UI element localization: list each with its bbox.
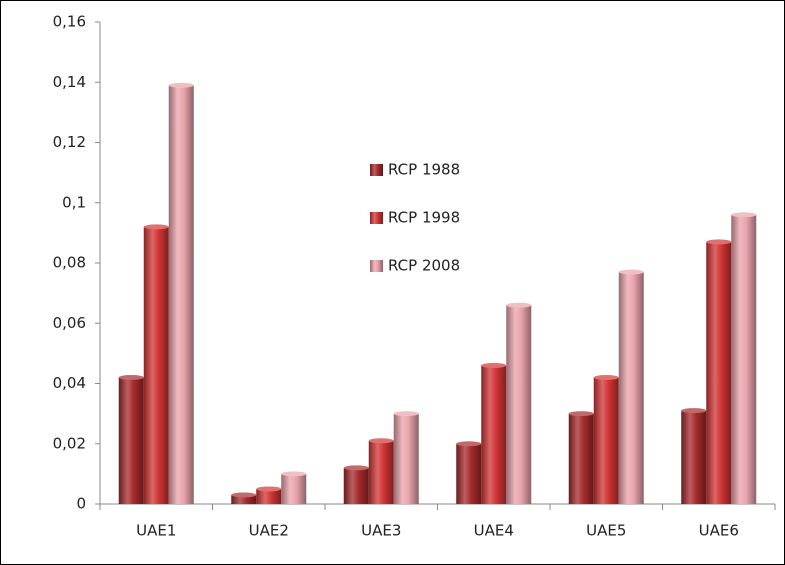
bar-cap: [681, 408, 707, 414]
bar-cap: [506, 302, 532, 308]
y-tick-label: 0,02: [53, 434, 86, 452]
bar: [731, 214, 757, 505]
bar-cap: [281, 471, 307, 477]
legend-label: RCP 2008: [388, 257, 460, 275]
bar-cap: [731, 212, 757, 218]
bar: [456, 443, 482, 504]
bar: [506, 305, 532, 504]
bar: [393, 413, 419, 504]
bar-cap: [343, 465, 369, 471]
bar: [281, 473, 307, 504]
bar: [706, 241, 732, 504]
y-tick-label: 0,06: [53, 314, 86, 332]
bar-cap: [118, 374, 144, 380]
bar: [231, 494, 257, 504]
bar-cap: [143, 224, 169, 230]
y-tick-label: 0,14: [53, 73, 86, 91]
bar-cap: [231, 492, 257, 498]
bar: [681, 410, 707, 504]
bar: [481, 365, 507, 504]
x-tick-label: UAE4: [474, 522, 514, 540]
bar-cap: [256, 486, 282, 492]
bar-cap: [368, 438, 394, 444]
bar-cap: [618, 269, 644, 275]
bar-cap: [168, 82, 194, 88]
bar-cap: [568, 411, 594, 417]
legend-label: RCP 1998: [388, 209, 460, 227]
bar: [593, 377, 619, 504]
bar: [256, 488, 282, 504]
x-tick-label: UAE2: [249, 522, 289, 540]
legend-swatch: [370, 260, 383, 272]
y-tick-label: 0: [76, 495, 86, 513]
x-tick-label: UAE3: [361, 522, 401, 540]
bar-cap: [393, 411, 419, 417]
y-tick-label: 0,12: [53, 133, 86, 151]
legend-label: RCP 1988: [388, 161, 460, 179]
bar: [618, 272, 644, 504]
bar-cap: [481, 362, 507, 368]
x-tick-label: UAE6: [699, 522, 739, 540]
bar: [568, 413, 594, 504]
bar: [168, 85, 194, 504]
bar: [143, 226, 169, 504]
x-tick-label: UAE1: [136, 522, 176, 540]
bar: [368, 440, 394, 504]
legend-swatch: [370, 212, 383, 224]
bar-cap: [593, 374, 619, 380]
x-tick-label: UAE5: [586, 522, 626, 540]
bar: [118, 377, 144, 504]
bar: [343, 467, 369, 504]
y-tick-label: 0,08: [53, 254, 86, 272]
y-tick-label: 0,04: [53, 374, 86, 392]
y-tick-label: 0,1: [62, 193, 86, 211]
bar-cap: [456, 441, 482, 447]
legend-swatch: [370, 164, 383, 176]
y-tick-label: 0,16: [53, 13, 86, 31]
bar-cap: [706, 239, 732, 245]
